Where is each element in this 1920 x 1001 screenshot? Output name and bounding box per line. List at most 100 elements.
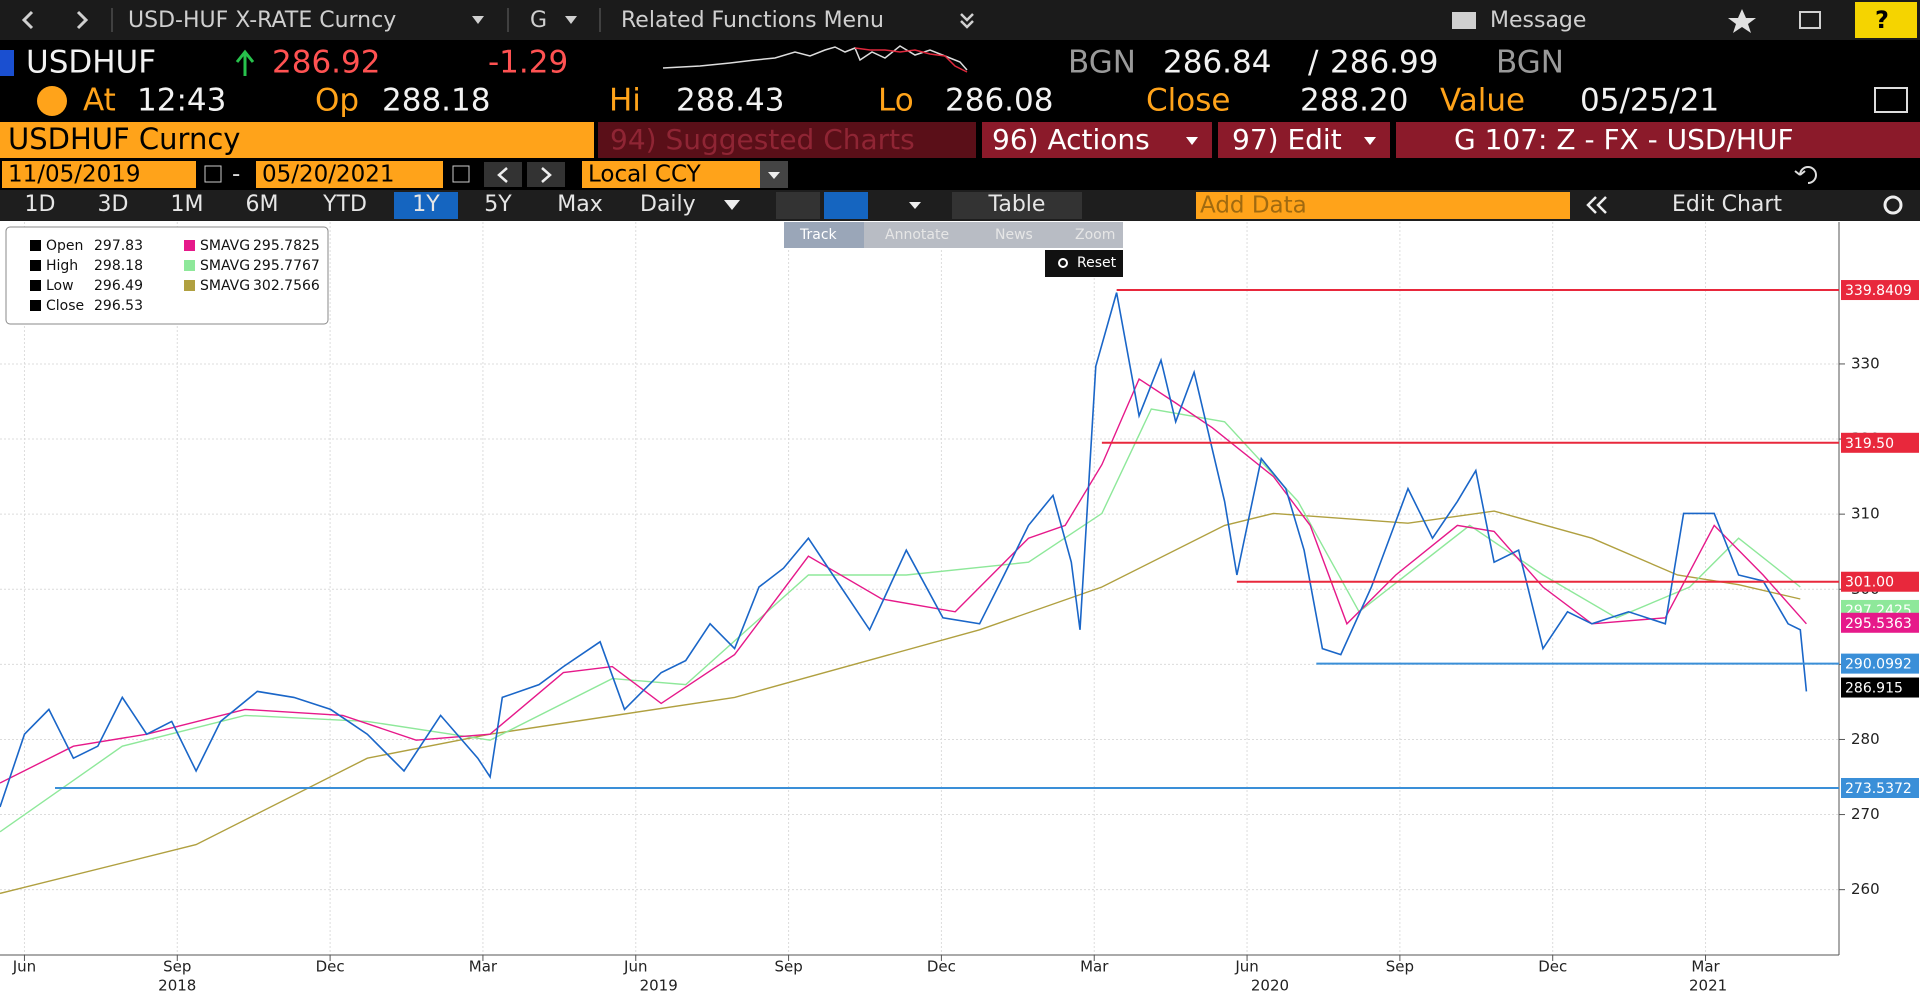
start-date[interactable]: 11/05/2019	[8, 162, 141, 188]
arrows[interactable]	[497, 167, 552, 183]
y-tick-label: 280	[1851, 730, 1880, 748]
value-label: Value	[1440, 83, 1525, 119]
add-data[interactable]: Add Data	[1200, 193, 1307, 219]
reset-button[interactable]	[1045, 250, 1123, 277]
legend-value: 296.53	[94, 298, 143, 314]
year-label: 2020	[1251, 977, 1289, 995]
undo-icon[interactable]	[1794, 166, 1817, 184]
suggested-label[interactable]: 94) Suggested Charts	[610, 123, 915, 156]
period-button[interactable]: 1D	[25, 192, 56, 217]
period-button[interactable]: YTD	[322, 192, 367, 217]
menu-chevron[interactable]	[960, 13, 974, 29]
last-value-label: 295.5363	[1845, 616, 1912, 632]
security-box[interactable]	[0, 122, 594, 158]
period-button[interactable]: Max	[557, 192, 602, 217]
caret[interactable]	[1364, 137, 1376, 145]
window-icon[interactable]	[1799, 11, 1821, 29]
level-badge	[1841, 432, 1919, 453]
legend-label: Open	[46, 238, 83, 254]
line-style-button[interactable]	[776, 192, 820, 219]
end-date[interactable]: 05/20/2021	[262, 162, 395, 188]
date-dash: -	[232, 162, 240, 188]
export-icon[interactable]	[1874, 87, 1908, 113]
page-code[interactable]: G	[530, 8, 547, 33]
table-label[interactable]: Table	[988, 192, 1046, 217]
edit-label[interactable]: 97) Edit	[1232, 123, 1342, 156]
message-button[interactable]: Message	[1490, 8, 1586, 33]
table-button[interactable]	[952, 192, 1082, 219]
security-title[interactable]: USD-HUF X-RATE Curncy	[128, 8, 396, 33]
nav-arrows[interactable]	[21, 10, 89, 30]
legend-box	[5, 226, 329, 325]
security[interactable]: USDHUF Curncy	[8, 122, 240, 156]
start-date-box[interactable]	[2, 161, 196, 188]
suggested-button[interactable]	[598, 122, 976, 158]
caret[interactable]	[472, 16, 484, 24]
actions-button[interactable]	[982, 122, 1212, 158]
currency-box[interactable]	[582, 161, 760, 188]
level-label: 339.8409	[1845, 283, 1912, 299]
x-tick-label: Sep	[1386, 958, 1414, 976]
moving-average	[0, 377, 1807, 784]
caret[interactable]	[1186, 137, 1198, 145]
collapse-icon[interactable]	[1586, 196, 1607, 214]
legend-label: SMAVG	[200, 238, 250, 254]
currency[interactable]: Local CCY	[588, 162, 702, 188]
legend-value: 297.83	[94, 238, 143, 254]
level-label: 273.5372	[1845, 781, 1912, 797]
frequency[interactable]: Daily	[640, 192, 696, 217]
alert-icon[interactable]	[37, 86, 67, 116]
last-value-badge	[1841, 612, 1919, 633]
track[interactable]: Track	[799, 227, 838, 243]
period-buttons: 1D 3D 1M 6M YTD 1Y 5Y Max	[25, 192, 603, 219]
caret[interactable]	[768, 172, 780, 179]
add-data-box[interactable]	[1196, 192, 1570, 219]
caret[interactable]	[565, 16, 577, 24]
moving-average	[0, 408, 1801, 833]
legend: Open 297.83 High 298.18 Low 296.49 Close 296.53…	[5, 226, 329, 325]
help-button[interactable]	[1855, 2, 1917, 38]
legend-label: Close	[46, 298, 84, 314]
track-button[interactable]	[784, 222, 864, 248]
actions-label[interactable]: 96) Actions	[992, 123, 1150, 156]
high-label: Hi	[609, 83, 641, 119]
legend-swatch	[30, 300, 41, 311]
related-menu[interactable]: Related Functions Menu	[621, 8, 884, 33]
legend-swatch	[184, 240, 195, 251]
reset[interactable]: Reset	[1077, 255, 1117, 271]
next-button[interactable]	[527, 162, 565, 187]
period-button[interactable]: 1Y	[412, 192, 440, 217]
level-badge	[1841, 777, 1919, 798]
caret[interactable]	[724, 200, 740, 210]
envelope-icon[interactable]	[1452, 12, 1476, 29]
year-label: 2019	[640, 977, 678, 995]
sparkline	[662, 45, 968, 71]
reset-icon[interactable]	[1058, 258, 1068, 268]
zoom[interactable]: Zoom	[1075, 227, 1115, 243]
help-label[interactable]: ?	[1875, 6, 1889, 34]
value-date: 05/25/21	[1580, 83, 1719, 119]
calendar-icon[interactable]	[452, 165, 470, 183]
candle-style-button[interactable]	[824, 192, 868, 219]
legend-label: SMAVG	[200, 258, 250, 274]
calendar-icon[interactable]	[204, 165, 222, 183]
edit-chart[interactable]: Edit Chart	[1672, 192, 1782, 217]
star-icon[interactable]	[1728, 9, 1756, 33]
caret[interactable]	[909, 202, 921, 209]
period-button[interactable]: 5Y	[484, 192, 512, 217]
period-selected[interactable]	[394, 192, 458, 219]
period-button[interactable]: 3D	[98, 192, 129, 217]
last-value-badge	[1841, 677, 1919, 698]
prev-button[interactable]	[484, 162, 522, 187]
price-line	[0, 292, 1808, 808]
annotate[interactable]: Annotate	[885, 227, 949, 243]
period-button[interactable]: 6M	[246, 192, 279, 217]
edit-button[interactable]	[1218, 122, 1390, 158]
period-button[interactable]: 1M	[171, 192, 204, 217]
settings-icon[interactable]	[1883, 195, 1903, 215]
x-tick-label: Jun	[623, 958, 647, 976]
y-tick-label: 330	[1851, 354, 1880, 372]
news[interactable]: News	[995, 227, 1033, 243]
end-date-box[interactable]	[256, 161, 443, 188]
